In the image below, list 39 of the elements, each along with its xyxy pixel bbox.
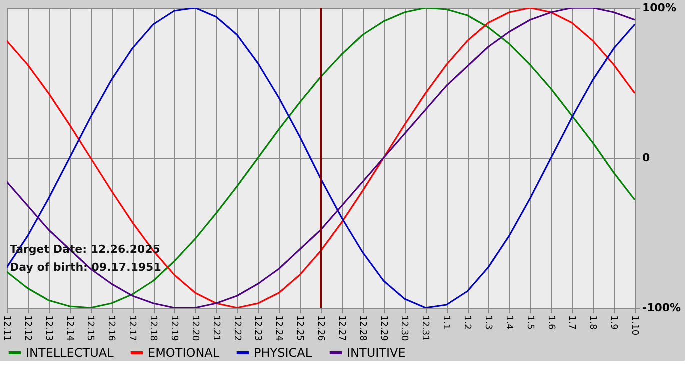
y-tick-label: -100%	[642, 302, 682, 314]
annotation: Day of birth: 09.17.1951	[10, 261, 162, 274]
x-tick-label: 12.26	[316, 316, 326, 342]
x-tick-label: 12.24	[274, 316, 284, 342]
x-tick-label: 12.30	[399, 316, 410, 342]
y-tick-label: 100%	[642, 2, 676, 14]
x-tick-label: 12.21	[210, 316, 221, 342]
legend-label: INTUITIVE	[347, 346, 406, 360]
x-tick-label: 12.14	[64, 316, 74, 342]
x-tick-label: 1.9	[608, 316, 619, 330]
x-tick-label: 12.23	[252, 316, 263, 342]
y-tick-label: 0	[642, 152, 650, 164]
x-tick-label: 1.7	[566, 316, 577, 330]
x-tick-label: 12.15	[85, 316, 96, 342]
x-tick-label: 12.25	[294, 316, 305, 342]
x-tick-label: 1.1	[441, 316, 452, 330]
x-tick-label: 1.2	[462, 316, 472, 330]
x-tick-label: 12.19	[168, 316, 179, 342]
x-tick-label: 12.27	[336, 316, 346, 342]
x-tick-label: 12.28	[357, 316, 368, 342]
legend-label: EMOTIONAL	[148, 346, 220, 360]
x-tick-label: 12.29	[378, 316, 388, 342]
x-tick-label: 12.13	[43, 316, 54, 342]
x-tick-label: 1.4	[504, 316, 514, 330]
x-tick-label: 12.17	[127, 316, 138, 342]
x-tick-label: 1.10	[630, 316, 640, 336]
x-tick-label: 1.8	[588, 316, 598, 330]
x-tick-label: 12.20	[190, 316, 200, 342]
x-tick-label: 12.18	[148, 316, 158, 342]
x-tick-label: 1.3	[482, 316, 493, 330]
x-tick-label: 12.16	[106, 316, 116, 342]
x-tick-label: 12.12	[22, 316, 32, 342]
legend-label: PHYSICAL	[254, 346, 312, 360]
x-tick-label: 1.6	[546, 316, 556, 330]
x-tick-label: 12.31	[420, 316, 430, 342]
legend-label: INTELLECTUAL	[26, 346, 114, 360]
x-tick-label: 12.22	[232, 316, 242, 342]
x-tick-label: 12.11	[2, 316, 12, 342]
x-tick-label: 1.5	[524, 316, 535, 330]
